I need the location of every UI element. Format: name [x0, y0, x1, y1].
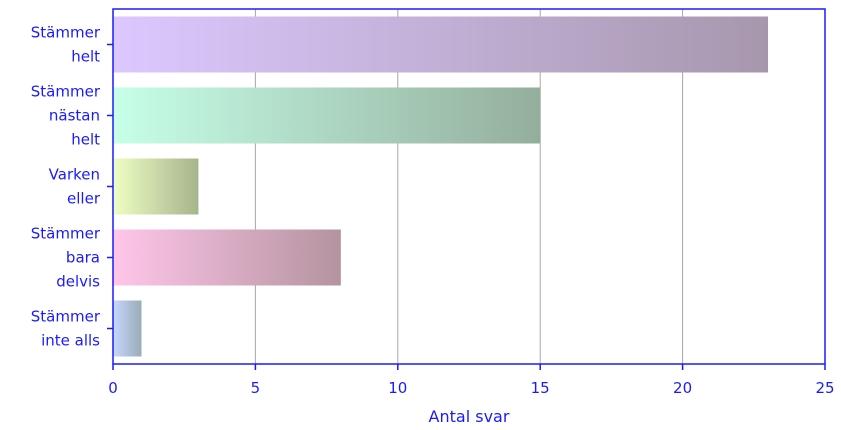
y-category-label-line: helt	[71, 131, 100, 149]
y-category-label: Stämmer nästan helt	[31, 83, 101, 149]
y-category-label-line: Stämmer	[31, 83, 101, 101]
bars	[113, 16, 769, 357]
y-category-label: Stämmer helt	[31, 24, 101, 66]
x-tick-label: 0	[108, 379, 118, 397]
y-category-label: Stämmer inte alls	[31, 308, 101, 350]
bar	[113, 158, 199, 215]
x-tick-label: 5	[251, 379, 261, 397]
y-category-label: Stämmer bara delvis	[31, 225, 101, 291]
y-axis: Stämmer helt Stämmer nästan helt Varken eller S…	[31, 24, 113, 350]
y-category-label-line: eller	[67, 190, 101, 208]
bar	[113, 87, 541, 144]
x-tick-label: 25	[815, 379, 834, 397]
bar	[113, 16, 769, 73]
y-category-label-line: delvis	[56, 273, 100, 291]
y-category-label: Varken eller	[49, 166, 101, 208]
x-axis: 0 5 10 15 20 25	[108, 364, 835, 397]
y-category-label-line: Varken	[49, 166, 100, 184]
x-tick-label: 10	[388, 379, 407, 397]
x-tick-label: 15	[531, 379, 550, 397]
y-category-label-line: nästan	[49, 107, 100, 125]
y-category-label-line: helt	[71, 48, 100, 66]
y-category-label-line: Stämmer	[31, 24, 101, 42]
bar	[113, 229, 341, 286]
y-category-label-line: Stämmer	[31, 225, 101, 243]
bar	[113, 300, 142, 357]
x-axis-title: Antal svar	[429, 407, 510, 426]
y-category-label-line: Stämmer	[31, 308, 101, 326]
x-tick-label: 20	[673, 379, 692, 397]
y-category-label-line: inte alls	[41, 332, 100, 350]
y-category-label-line: bara	[66, 249, 100, 267]
